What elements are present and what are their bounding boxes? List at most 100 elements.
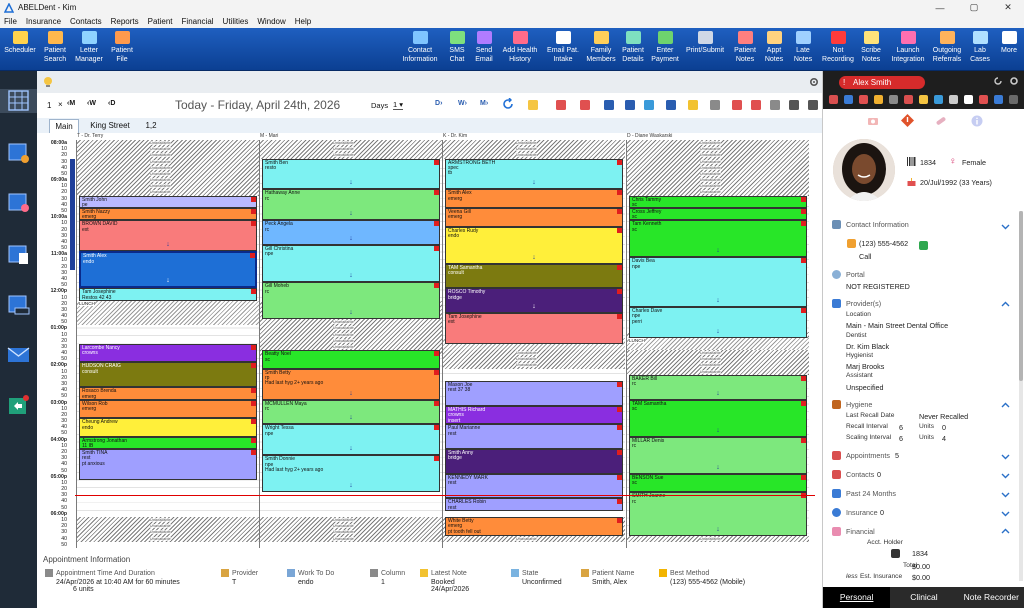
appointment-tam-josephine[interactable]: Tam Josephine Restos 42 43 xyxy=(79,288,257,301)
toolbar-lab-cases-button[interactable]: Lab Cases xyxy=(967,28,993,71)
appointment-gill-christina[interactable]: Gill Christina npe ↓ xyxy=(262,245,440,283)
r-box-icon[interactable] xyxy=(788,99,800,111)
grid-icon[interactable] xyxy=(709,99,721,111)
patient-name-pill[interactable]: ! Alex Smith xyxy=(839,76,925,89)
rail-mail-button[interactable] xyxy=(5,343,32,367)
umbrella-icon[interactable] xyxy=(844,95,853,104)
appointment-wright-tessa[interactable]: Wright Tessa npe ↓ xyxy=(262,424,440,456)
tag-icon[interactable] xyxy=(527,99,539,111)
appointment-smith-tina[interactable]: Smith TINA rest pt anxious xyxy=(79,449,257,480)
appointment-smith-joanne[interactable]: SMITH Joannerc↓ xyxy=(629,492,807,536)
calendar-icon[interactable] xyxy=(859,95,868,104)
warning-icon[interactable] xyxy=(901,114,914,127)
rail-recall-button[interactable] xyxy=(5,393,32,417)
calendar-list-icon[interactable] xyxy=(603,99,615,111)
toolbar-print-submit-button[interactable]: Print/Submit xyxy=(684,28,726,71)
providers-collapse-chevron[interactable] xyxy=(1001,300,1010,309)
appointment-smith-alex[interactable]: Smith Alex emerg xyxy=(445,189,623,208)
toolbar-patient-file-button[interactable]: Patient File xyxy=(108,28,136,71)
appointment-smith-nazzy[interactable]: Smith Nazzy emerg xyxy=(79,207,257,221)
lightbulb-icon[interactable] xyxy=(42,76,54,88)
appointment-larcombe-nancy[interactable]: Larcombe Nancy crowns xyxy=(79,343,257,363)
toolbar-scheduler-button[interactable]: Scheduler xyxy=(3,28,37,71)
menu-window[interactable]: Window xyxy=(257,17,286,26)
toolbar-add-health-history-button[interactable]: Add Health History xyxy=(500,28,540,71)
print-icon[interactable] xyxy=(807,99,819,111)
rail-schedule-list-button[interactable] xyxy=(5,243,32,267)
appointment-benson-sue[interactable]: BENSON Sue sc xyxy=(629,473,807,493)
appointment-armstrong-jonathan[interactable]: Armstrong Jonathan 11 IB xyxy=(79,436,257,449)
appointment-chris-tammy[interactable]: Chris Tammy sc xyxy=(629,195,807,208)
prev-day-button[interactable]: ‹D xyxy=(108,100,116,107)
finance-icon[interactable] xyxy=(874,95,883,104)
appointment-mason-joe[interactable]: Mason Joe rest 37 38 xyxy=(445,381,623,406)
toolbar-email-pat-intake-button[interactable]: Email Pat. Intake xyxy=(543,28,583,71)
provider-header-m-mari[interactable]: M - Mari xyxy=(260,133,279,139)
pin-icon[interactable] xyxy=(964,95,973,104)
patient-photo[interactable] xyxy=(833,139,895,201)
info-icon[interactable] xyxy=(971,115,983,127)
appointment-davis-bea[interactable]: Davis Bea npe ↓ xyxy=(629,257,807,307)
menu-utilities[interactable]: Utilities xyxy=(222,17,249,26)
appointment-rosco-timothy[interactable]: ROSCO Timothy bridge ↓ xyxy=(445,288,623,314)
appointment-millar-denis[interactable]: MILLAR Denis rc ↓ xyxy=(629,436,807,474)
toolbar-appt-notes-button[interactable]: Appt Notes xyxy=(761,28,787,71)
prev-week-button[interactable]: ‹W xyxy=(87,100,96,107)
appointment-tam-kenneth[interactable]: Tam Kenneth sc ↓ xyxy=(629,220,807,258)
appointment-brown-david[interactable]: BROWN DAVID ext ↓ xyxy=(79,220,257,252)
appointment-charles-robin[interactable]: CHARLES Robin rest xyxy=(445,498,623,511)
rail-schedule-add-button[interactable] xyxy=(5,141,32,165)
hygiene-collapse-chevron[interactable] xyxy=(1001,401,1010,410)
tab-king-street[interactable]: King Street xyxy=(90,121,130,130)
bandage-icon[interactable] xyxy=(935,115,947,127)
provider-column-3[interactable]: Unavailable Unavailable Unavailable Unavail… xyxy=(442,140,625,548)
tab-note-recorder[interactable]: Note Recorder xyxy=(963,592,1019,602)
appointment-smith-anny[interactable]: Smith Anny bridge xyxy=(445,449,623,474)
appointment-hathaway-anne[interactable]: Hathaway Anne rc ↓ xyxy=(262,189,440,221)
appointment-gill-moheb[interactable]: Gill Moheb rc ↓ xyxy=(262,282,440,320)
toolbar-scribe-notes-button[interactable]: Scribe Notes xyxy=(858,28,884,71)
financial-collapse-chevron[interactable] xyxy=(1001,527,1010,536)
contact-info-expand-chevron[interactable] xyxy=(1001,222,1010,231)
clear-x-icon[interactable]: × xyxy=(58,100,63,109)
appointment-beatty-noel[interactable]: Beatty Noel sc xyxy=(262,350,440,369)
calendar-up-icon[interactable] xyxy=(555,99,567,111)
calendar-x-icon[interactable] xyxy=(579,99,591,111)
piggy-bank-icon[interactable] xyxy=(904,95,913,104)
rail-schedule-patient-button[interactable] xyxy=(5,191,32,215)
toolbar-outgoing-referrals-button[interactable]: Outgoing Referrals xyxy=(928,28,966,71)
contacts-expand-chevron[interactable] xyxy=(1001,471,1010,480)
next-day-button[interactable]: D› xyxy=(435,100,443,107)
toolbar-letter-manager-button[interactable]: Letter Manager xyxy=(72,28,106,71)
appointment-baker-bill[interactable]: BAKER Bill rc ↓ xyxy=(629,374,807,400)
appointment-cross-jeffrey[interactable]: Cross Jeffrey sc xyxy=(629,207,807,221)
toolbar-more-button[interactable]: More xyxy=(996,28,1022,71)
calendar-search-icon[interactable] xyxy=(731,99,743,111)
next-month-button[interactable]: M› xyxy=(480,100,489,107)
toolbar-launch-integration-button[interactable]: Launch Integration xyxy=(889,28,927,71)
appointment-wilson-rob[interactable]: Wilson Rob emerg xyxy=(79,399,257,419)
link-icon[interactable] xyxy=(994,95,1003,104)
person-icon[interactable] xyxy=(624,99,636,111)
appointment-peck-angela[interactable]: Peck Angela rc ↓ xyxy=(262,220,440,246)
camera-icon[interactable] xyxy=(867,115,879,127)
menu-reports[interactable]: Reports xyxy=(110,17,139,26)
note-icon[interactable] xyxy=(919,95,928,104)
rail-scheduler-button[interactable] xyxy=(0,89,37,113)
minimize-button[interactable]: — xyxy=(935,2,945,13)
tab-main[interactable]: Main xyxy=(49,119,79,133)
appointment-tam-josephine[interactable]: Tam Josephine ext xyxy=(445,313,623,344)
maximize-button[interactable]: ▢ xyxy=(969,2,979,12)
toolbar-patient-notes-button[interactable]: Patient Notes xyxy=(731,28,759,71)
document-icon[interactable] xyxy=(934,95,943,104)
appointment-cheung-andrew[interactable]: Cheung Andrew endo xyxy=(79,418,257,437)
days-select[interactable]: 1 ▾ xyxy=(393,100,404,110)
appointment-tam-samantha[interactable]: TAM Samantha consult xyxy=(445,263,623,289)
clipboard-icon[interactable] xyxy=(889,95,898,104)
clipboard-icon[interactable] xyxy=(643,99,655,111)
toolbar-patient-details-button[interactable]: Patient Details xyxy=(619,28,647,71)
next-week-button[interactable]: W› xyxy=(458,100,467,107)
toolbar-sms-chat-button[interactable]: SMS Chat xyxy=(445,28,469,71)
calendar-cancel-icon[interactable] xyxy=(750,99,762,111)
toolbar-patient-search-button[interactable]: Patient Search xyxy=(38,28,72,71)
